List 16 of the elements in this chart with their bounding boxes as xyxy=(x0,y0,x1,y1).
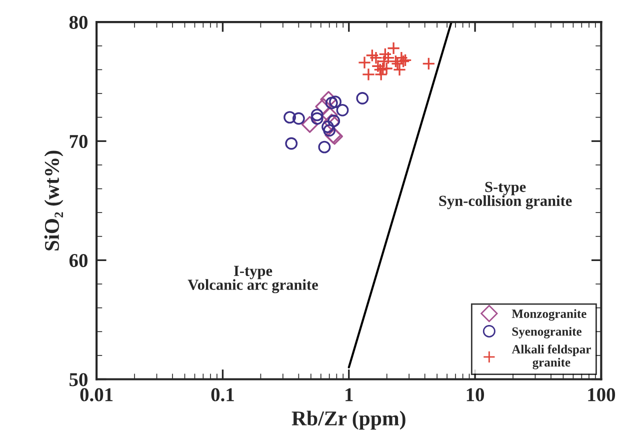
x-tick-label: 0.01 xyxy=(80,388,113,402)
annotation: S-type Syn-collision granite xyxy=(439,182,572,210)
legend-label: Syenogranite xyxy=(512,326,582,338)
y-tick-label: 50 xyxy=(70,373,88,386)
x-tick-label: 10 xyxy=(466,388,484,402)
y-axis-title: SiO₂ (wt%) xyxy=(44,150,64,250)
x-tick-label: 0.1 xyxy=(211,388,234,402)
legend-label: Alkali feldspar granite xyxy=(512,344,591,370)
x-axis-title: Rb/Zr (ppm) xyxy=(292,410,406,430)
x-tick-label: 1 xyxy=(346,388,353,402)
y-tick-label: 60 xyxy=(69,254,88,268)
x-tick-label: 100 xyxy=(588,388,616,402)
annotation: I-type Volcanic arc granite xyxy=(188,266,318,294)
y-tick-label: 70 xyxy=(70,134,88,148)
y-tick-label: 80 xyxy=(69,16,88,29)
legend-label: Monzogranite xyxy=(512,309,586,321)
